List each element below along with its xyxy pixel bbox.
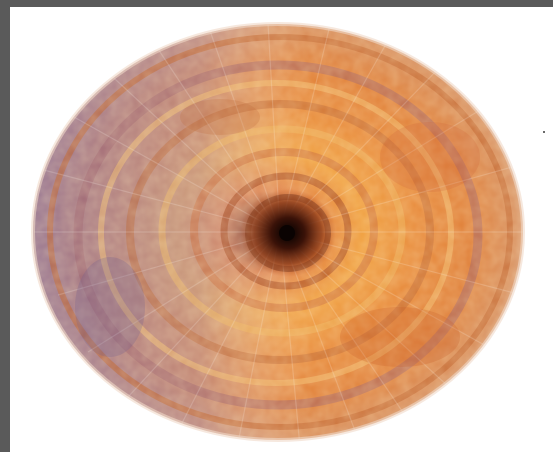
radial-disc-image	[31, 22, 525, 442]
speck-mark	[543, 131, 545, 133]
photo-canvas	[10, 7, 553, 452]
disc-center-dot	[279, 225, 295, 241]
